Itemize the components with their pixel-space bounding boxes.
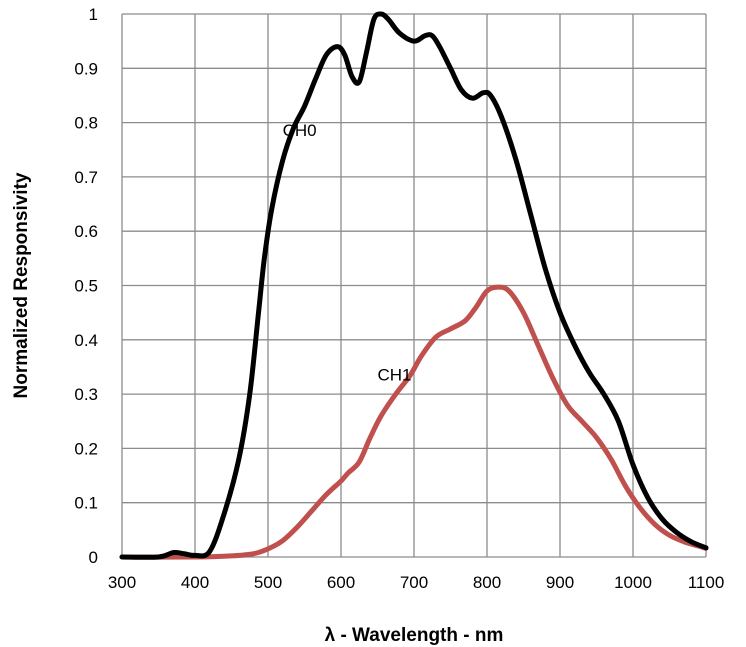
x-axis-title: λ - Wavelength - nm (325, 625, 504, 646)
grid-lines (121, 13, 707, 558)
x-tick-label: 1100 (688, 573, 725, 592)
x-tick-label: 500 (254, 573, 282, 592)
y-tick-label: 0.5 (74, 277, 98, 296)
y-tick-label: 0.2 (74, 439, 98, 458)
y-axis-title: Normalized Responsivity (11, 172, 32, 398)
series-line-ch0 (119, 11, 709, 560)
x-tick-label: 700 (400, 573, 428, 592)
x-tick-label: 600 (327, 573, 355, 592)
y-tick-label: 0 (89, 548, 98, 567)
y-tick-label: 0.9 (74, 59, 98, 78)
y-tick-label: 0.8 (74, 114, 98, 133)
series-label-ch0: CH0 (283, 121, 317, 140)
y-tick-label: 0.7 (74, 168, 98, 187)
y-tick-label: 1 (89, 5, 98, 24)
series-labels: CH0 CH1 (283, 121, 412, 384)
x-tick-label: 300 (108, 573, 136, 592)
x-tick-label: 400 (181, 573, 209, 592)
x-tick-label: 1000 (614, 573, 652, 592)
x-tick-label: 900 (546, 573, 574, 592)
x-tick-label: 800 (473, 573, 501, 592)
y-tick-label: 0.1 (74, 494, 98, 513)
tick-labels: 300 400 500 600 700 800 900 1000 1100 0 0.1 0.2 0.3 0… (74, 5, 724, 592)
series-lines (119, 11, 709, 560)
y-tick-label: 0.4 (74, 331, 98, 350)
series-label-ch1: CH1 (378, 366, 412, 385)
series-line-ch1 (119, 284, 709, 560)
y-tick-label: 0.6 (74, 222, 98, 241)
y-tick-label: 0.3 (74, 385, 98, 404)
